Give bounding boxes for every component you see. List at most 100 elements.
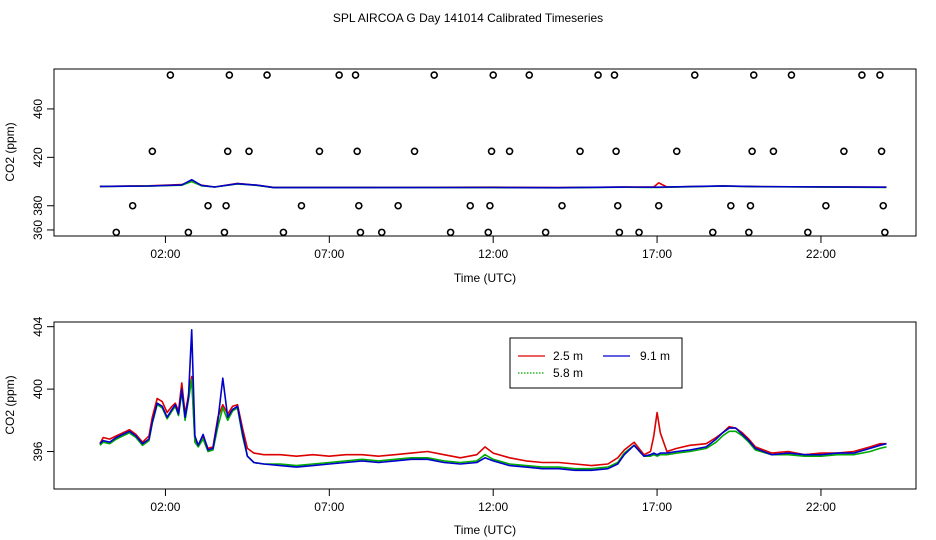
flag-marker [486,201,494,210]
top-y-axis-label: CO2 (ppm) [3,122,17,181]
flag-marker [505,147,514,156]
flag-marker [225,71,234,79]
y-tick-label: 460 [31,99,45,119]
flag-marker [112,228,121,237]
bottom-y-axis: 396 400 404 [31,316,54,462]
x-tick-label: 02:00 [150,247,180,261]
y-tick-label: 400 [31,379,45,399]
flag-marker [220,228,229,237]
flag-marker [410,147,419,156]
flag-marker [748,147,756,156]
flag-marker [876,71,884,79]
y-tick-label: 396 [31,441,45,461]
top-x-axis: 02:00 07:00 12:00 17:00 22:00 [150,236,836,261]
flag-marker [746,201,755,210]
bottom-plot-frame [53,321,917,490]
flag-marker [297,201,306,210]
flag-marker [822,201,830,210]
flag-marker [594,71,602,79]
x-tick-label: 12:00 [478,247,508,261]
x-tick-label: 22:00 [806,247,836,261]
chart-title: SPL AIRCOA G Day 141014 Calibrated Times… [333,11,603,25]
flag-marker [840,147,848,156]
top-series-lines [99,178,887,189]
flag-marker [558,201,566,210]
flag-marker [749,71,758,79]
legend-label-2-5m: 2.5 m [553,349,583,363]
flag-marker [430,71,438,79]
bottom-series-lines [99,328,887,472]
x-tick-label: 22:00 [806,500,836,514]
flag-marker [858,71,866,79]
flag-marker [612,147,620,156]
flag-marker [377,228,386,237]
flag-marker [787,71,796,79]
flag-marker [525,71,534,79]
series-line-9-1-m [99,178,887,189]
flag-marker [335,71,343,79]
top-markers [112,71,889,237]
flag-marker [615,228,624,237]
flag-marker [356,228,365,237]
flag-marker [727,201,735,210]
x-tick-label: 07:00 [314,247,344,261]
bottom-x-axis-label: Time (UTC) [454,523,516,537]
flag-marker [128,201,137,210]
y-tick-label: 420 [31,147,45,167]
y-tick-label: 380 [31,195,45,215]
flag-marker [223,147,232,156]
flag-marker [446,228,455,237]
flag-marker [635,228,643,237]
flag-marker [484,228,493,237]
flag-marker [184,228,193,237]
flag-marker [222,201,230,210]
flag-marker [279,228,288,237]
flag-marker [148,147,157,156]
top-x-axis-label: Time (UTC) [454,271,516,285]
flag-marker [487,147,496,156]
flag-marker [394,201,402,210]
flag-marker [708,228,717,237]
flag-marker [769,147,778,156]
x-tick-label: 17:00 [642,247,672,261]
flag-marker [245,147,253,156]
legend-label-9-1m: 9.1 m [640,349,670,363]
flag-marker [576,147,584,156]
flag-marker [541,228,550,237]
bottom-x-axis: 02:00 07:00 12:00 17:00 22:00 [150,489,836,514]
bottom-y-axis-label: CO2 (ppm) [3,375,17,434]
top-y-axis: 360 380 420 460 [31,99,54,240]
flag-marker [879,201,888,210]
flag-marker [353,147,361,156]
x-tick-label: 07:00 [314,500,344,514]
flag-marker [489,71,497,79]
x-tick-label: 02:00 [150,500,180,514]
y-tick-label: 360 [31,220,45,240]
flag-marker [204,201,212,210]
series-line-9-1-m [99,328,887,472]
flag-marker [613,201,622,210]
flag-marker [166,71,175,79]
top-panel: 02:00 07:00 12:00 17:00 22:00 360 380 420 460 T… [3,68,917,285]
series-line-5-8-m [99,378,887,470]
x-tick-label: 17:00 [642,500,672,514]
flag-marker [654,201,663,210]
flag-marker [881,228,889,237]
x-tick-label: 12:00 [478,500,508,514]
legend: 2.5 m 5.8 m 9.1 m [509,337,683,389]
flag-marker [355,201,363,210]
flag-marker [263,71,271,79]
top-plot-frame [53,68,917,237]
flag-marker [745,228,753,237]
legend-box [509,337,683,389]
flag-marker [690,71,699,79]
flag-marker [610,71,619,79]
legend-label-5-8m: 5.8 m [553,366,583,380]
flag-marker [877,147,886,156]
flag-marker [315,147,324,156]
flag-marker [466,201,475,210]
flag-marker [351,71,360,79]
bottom-panel: 02:00 07:00 12:00 17:00 22:00 396 400 404 Time… [3,316,917,537]
y-tick-label: 404 [31,316,45,336]
